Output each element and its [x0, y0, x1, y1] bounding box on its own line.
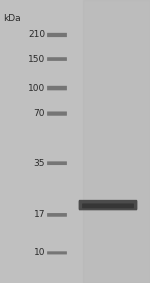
Text: 10: 10 [33, 248, 45, 257]
FancyBboxPatch shape [47, 86, 67, 90]
Text: 100: 100 [28, 83, 45, 93]
FancyBboxPatch shape [47, 57, 67, 61]
FancyBboxPatch shape [47, 112, 67, 116]
Text: 70: 70 [33, 109, 45, 118]
Text: 35: 35 [33, 159, 45, 168]
Text: 150: 150 [28, 55, 45, 64]
FancyBboxPatch shape [82, 203, 134, 208]
FancyBboxPatch shape [47, 251, 67, 254]
Text: 210: 210 [28, 31, 45, 39]
FancyBboxPatch shape [47, 33, 67, 37]
Text: kDa: kDa [3, 14, 21, 23]
FancyBboxPatch shape [47, 161, 67, 165]
Text: 17: 17 [33, 210, 45, 219]
Bar [82, 0, 150, 283]
FancyBboxPatch shape [79, 200, 137, 210]
FancyBboxPatch shape [47, 213, 67, 217]
